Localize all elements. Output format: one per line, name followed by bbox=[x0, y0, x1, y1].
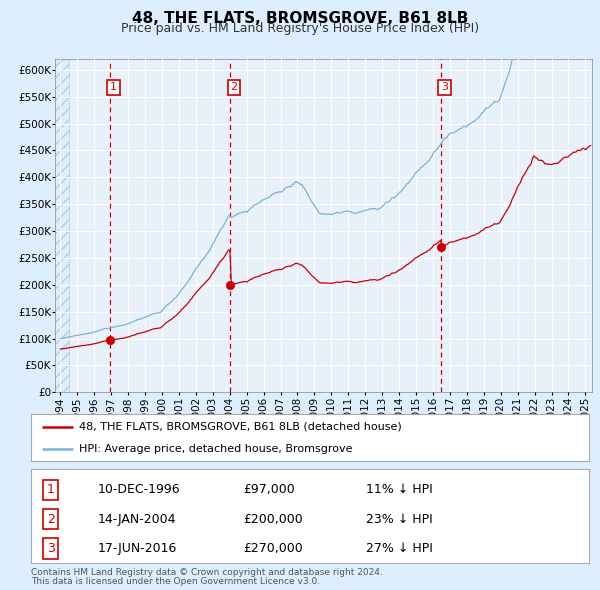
Text: 3: 3 bbox=[47, 542, 55, 555]
Text: Price paid vs. HM Land Registry's House Price Index (HPI): Price paid vs. HM Land Registry's House … bbox=[121, 22, 479, 35]
Text: 1: 1 bbox=[110, 83, 117, 92]
Text: 3: 3 bbox=[441, 83, 448, 92]
Bar bbox=[55, 59, 69, 392]
Text: 17-JUN-2016: 17-JUN-2016 bbox=[98, 542, 178, 555]
Text: 2: 2 bbox=[230, 83, 238, 92]
Text: Contains HM Land Registry data © Crown copyright and database right 2024.: Contains HM Land Registry data © Crown c… bbox=[31, 568, 383, 576]
Text: HPI: Average price, detached house, Bromsgrove: HPI: Average price, detached house, Brom… bbox=[79, 444, 352, 454]
Text: 48, THE FLATS, BROMSGROVE, B61 8LB (detached house): 48, THE FLATS, BROMSGROVE, B61 8LB (deta… bbox=[79, 422, 401, 432]
Text: 11% ↓ HPI: 11% ↓ HPI bbox=[366, 483, 433, 496]
Text: 1: 1 bbox=[47, 483, 55, 496]
Text: £270,000: £270,000 bbox=[243, 542, 303, 555]
Text: 2: 2 bbox=[47, 513, 55, 526]
Text: This data is licensed under the Open Government Licence v3.0.: This data is licensed under the Open Gov… bbox=[31, 577, 320, 586]
Text: 10-DEC-1996: 10-DEC-1996 bbox=[98, 483, 181, 496]
Text: 48, THE FLATS, BROMSGROVE, B61 8LB: 48, THE FLATS, BROMSGROVE, B61 8LB bbox=[132, 11, 468, 25]
Text: 27% ↓ HPI: 27% ↓ HPI bbox=[366, 542, 433, 555]
Text: 23% ↓ HPI: 23% ↓ HPI bbox=[366, 513, 433, 526]
Text: 14-JAN-2004: 14-JAN-2004 bbox=[98, 513, 176, 526]
Text: £200,000: £200,000 bbox=[243, 513, 303, 526]
Text: £97,000: £97,000 bbox=[243, 483, 295, 496]
